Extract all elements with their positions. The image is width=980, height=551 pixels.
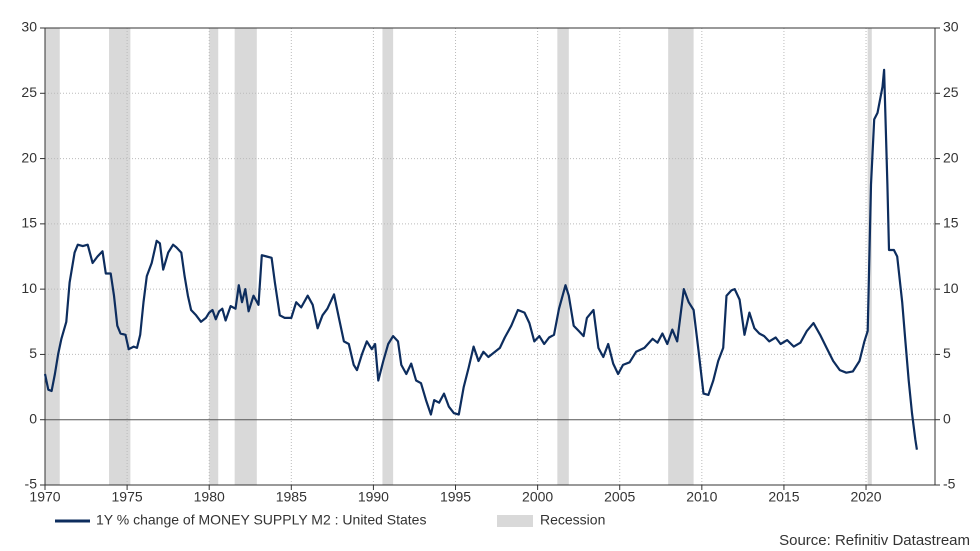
y-tick-label: 20 (21, 149, 37, 165)
x-tick-label: 2005 (604, 489, 635, 505)
recession-band (109, 28, 131, 485)
x-tick-label: 1995 (440, 489, 471, 505)
y2-tick-label: 25 (943, 84, 959, 100)
y-tick-label: 0 (29, 410, 37, 426)
x-tick-label: 1980 (194, 489, 225, 505)
y-tick-label: 30 (21, 19, 37, 35)
recession-band (668, 28, 694, 485)
x-tick-label: 2015 (768, 489, 799, 505)
y2-tick-label: -5 (943, 476, 956, 492)
legend-label: Recession (540, 512, 605, 528)
y-tick-label: 25 (21, 84, 37, 100)
x-tick-label: 1990 (358, 489, 389, 505)
y2-tick-label: 30 (943, 19, 959, 35)
x-tick-label: 1975 (112, 489, 143, 505)
x-tick-label: 2000 (522, 489, 553, 505)
y2-tick-label: 0 (943, 410, 951, 426)
y-tick-label: 15 (21, 215, 37, 231)
source-note: Source: Refinitiv Datastream (779, 532, 970, 549)
recession-band (209, 28, 219, 485)
recession-band (557, 28, 569, 485)
x-tick-label: 2010 (686, 489, 717, 505)
plot-frame (44, 27, 936, 486)
recession-band (382, 28, 394, 485)
y2-tick-label: 15 (943, 215, 959, 231)
legend-swatch (497, 515, 533, 527)
recession-band (234, 28, 257, 485)
x-tick-label: 2020 (850, 489, 881, 505)
y-tick-label: 10 (21, 280, 37, 296)
x-tick-label: 1970 (29, 489, 60, 505)
series-line (43, 68, 918, 450)
y2-tick-label: 20 (943, 149, 959, 165)
y-tick-label: -5 (25, 476, 38, 492)
recession-band (45, 28, 60, 485)
y2-tick-label: 10 (943, 280, 959, 296)
x-tick-label: 1985 (276, 489, 307, 505)
legend-label: 1Y % change of MONEY SUPPLY M2 : United … (96, 512, 426, 528)
y-tick-label: 5 (29, 345, 37, 361)
y2-tick-label: 5 (943, 345, 951, 361)
